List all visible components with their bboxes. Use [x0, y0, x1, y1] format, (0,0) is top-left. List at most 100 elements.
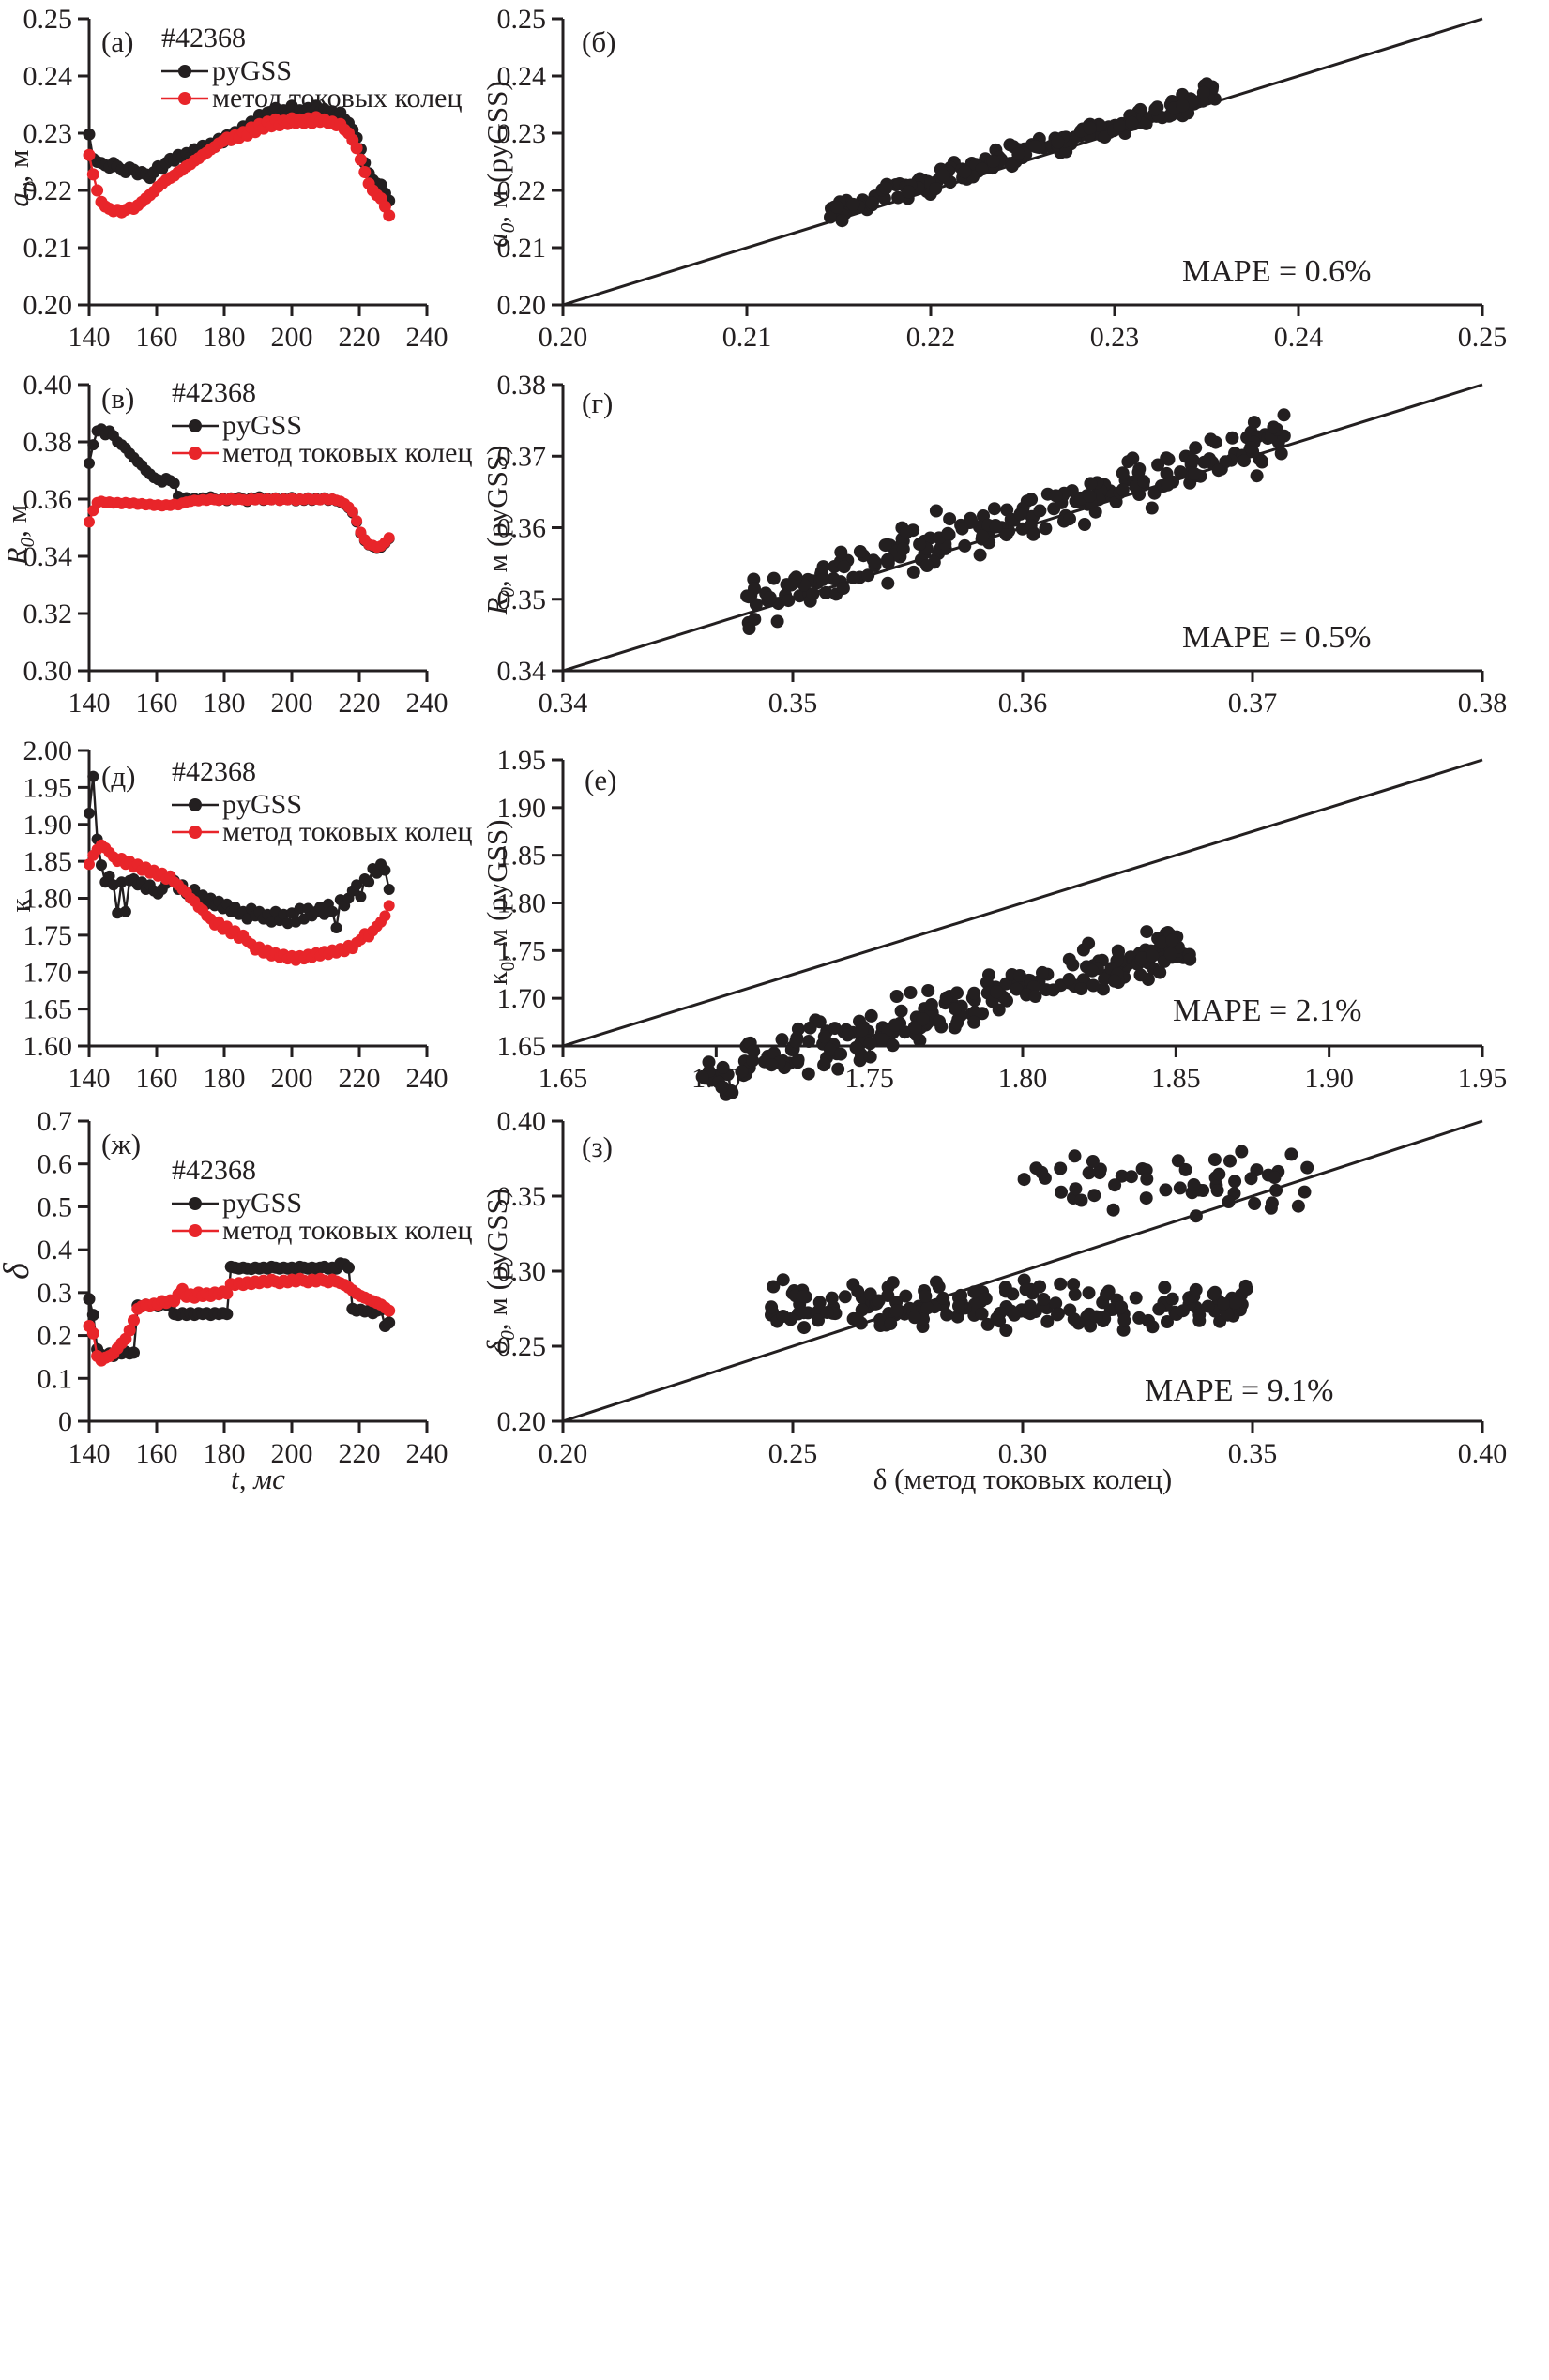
- panel-e-container: 1.65 1.70 1.75 1.80 1.85 1.90 1.95 1.65 1.70 1.7…: [480, 732, 1549, 1101]
- panel-z-mape: MAPE = 9.1%: [1145, 1373, 1333, 1408]
- panel-z-xlabel: δ (метод токовых колец): [873, 1463, 1172, 1495]
- panel-z-ylabel-sym: δ: [480, 1340, 513, 1354]
- panel-zh-plot: [83, 1257, 396, 1367]
- svg-text:0.5: 0.5: [38, 1191, 73, 1222]
- panel-g-ylabel: R0, м (pyGSS): [480, 446, 519, 616]
- svg-text:0.24: 0.24: [23, 61, 73, 92]
- panel-g-yticks: 0.34 0.35 0.36 0.37 0.38: [497, 370, 563, 687]
- svg-text:a0, м: a0, м: [2, 149, 40, 206]
- svg-text:0.35: 0.35: [1228, 1438, 1278, 1469]
- panel-d-tag: (д): [101, 760, 135, 793]
- svg-text:1.60: 1.60: [23, 1031, 73, 1062]
- svg-text:0.25: 0.25: [497, 1331, 547, 1362]
- svg-text:R0, м: R0, м: [0, 505, 38, 567]
- panel-a-legend: pyGSS метод токовых колец: [161, 55, 463, 114]
- svg-text:180: 180: [204, 688, 246, 719]
- svg-text:0.4: 0.4: [38, 1235, 73, 1266]
- panel-a-plot: [83, 99, 396, 222]
- panel-v-tag: (в): [101, 382, 134, 415]
- svg-text:0.38: 0.38: [1458, 688, 1508, 719]
- svg-text:1.65: 1.65: [539, 1063, 588, 1094]
- svg-text:0.37: 0.37: [497, 441, 547, 472]
- panel-b-container: 0.20 0.21 0.22 0.23 0.24 0.25 0.20 0.21 0.22 0.2…: [480, 0, 1549, 356]
- svg-text:0.25: 0.25: [497, 4, 547, 35]
- svg-text:0.24: 0.24: [1274, 322, 1324, 353]
- svg-text:1.65: 1.65: [497, 1031, 547, 1062]
- svg-text:0.20: 0.20: [539, 322, 588, 353]
- panel-zh-yticks: 0 0.1 0.2 0.3 0.4 0.5 0.6 0.7: [38, 1106, 89, 1437]
- panel-e-plot: [562, 758, 1483, 1101]
- panel-b-ylabel-sub: 0: [496, 222, 519, 233]
- svg-text:δ0, м (pyGSS): δ0, м (pyGSS): [480, 1189, 519, 1354]
- legend-label-rings-v: метод токовых колец: [222, 437, 473, 468]
- svg-text:1.90: 1.90: [497, 793, 547, 824]
- panel-b-xticks: 0.20 0.21 0.22 0.23 0.24 0.25: [539, 305, 1508, 353]
- panel-v-xticks: 140 160 180 200 220 240: [68, 671, 448, 719]
- svg-text:0.22: 0.22: [497, 175, 547, 206]
- panel-v-shot-label: #42368: [172, 377, 256, 408]
- svg-text:1.80: 1.80: [23, 884, 73, 915]
- svg-text:к0, м (pyGSS): к0, м (pyGSS): [480, 820, 519, 986]
- legend-label-rings-d: метод токовых колец: [222, 816, 473, 847]
- svg-text:0.37: 0.37: [1228, 688, 1278, 719]
- svg-text:0.25: 0.25: [23, 4, 73, 35]
- panel-e-ylabel: к0, м (pyGSS): [480, 820, 519, 986]
- panel-b-svg: 0.200.210.220.230.240.25 0.20 0.21 0.22 0.2…: [480, 4, 1508, 353]
- svg-text:160: 160: [136, 322, 178, 353]
- svg-text:180: 180: [204, 1063, 246, 1094]
- svg-text:160: 160: [136, 1438, 178, 1469]
- svg-text:a0, м (pyGSS): a0, м (pyGSS): [480, 81, 519, 247]
- svg-text:0.25: 0.25: [1458, 322, 1508, 353]
- panel-v-plot: [84, 423, 395, 554]
- panel-g-ylabel-unit: , м (pyGSS): [480, 446, 513, 587]
- panel-v-ylabel-sub: 0: [16, 537, 38, 547]
- svg-text:0.22: 0.22: [906, 322, 956, 353]
- svg-text:0.36: 0.36: [497, 513, 547, 544]
- panel-e-ylabel-unit: , м (pyGSS): [480, 820, 513, 962]
- panel-z-ylabel-sub: 0: [496, 1330, 519, 1341]
- svg-text:140: 140: [68, 1063, 111, 1094]
- panel-zh-ylabel: δ: [0, 1262, 37, 1280]
- panel-z-ylabel: δ0, м (pyGSS): [480, 1189, 519, 1354]
- panel-d-svg: 1.60 1.65 1.70 1.75 1.80 1.85 1.90 1.95 2.00 140…: [4, 735, 473, 1094]
- svg-text:0.35: 0.35: [768, 688, 818, 719]
- svg-text:0.36: 0.36: [23, 484, 73, 515]
- svg-text:1.70: 1.70: [497, 983, 547, 1014]
- svg-text:200: 200: [271, 1438, 313, 1469]
- panel-zh-legend: pyGSS метод токовых колец: [172, 1188, 473, 1246]
- svg-text:220: 220: [339, 1438, 381, 1469]
- svg-text:0.1: 0.1: [38, 1363, 73, 1394]
- svg-text:240: 240: [406, 322, 448, 353]
- panel-v-ylabel-unit: , м: [0, 505, 33, 538]
- svg-text:0.21: 0.21: [23, 233, 73, 264]
- svg-text:0.3: 0.3: [38, 1278, 73, 1309]
- svg-text:0.21: 0.21: [497, 233, 547, 264]
- legend-label-pygss-d: pyGSS: [222, 789, 302, 820]
- panel-v-container: 0.30 0.32 0.34 0.36 0.38 0.40 140 160 180 200 220…: [0, 366, 488, 722]
- svg-text:0: 0: [58, 1406, 72, 1437]
- panel-a-svg: 0.20 0.21 0.22 0.23 0.24 0.25 140 160 180 200 220…: [2, 4, 463, 353]
- panel-v-svg: 0.30 0.32 0.34 0.36 0.38 0.40 140 160 180 200 220…: [0, 370, 473, 719]
- panel-v-ylabel: R0, м: [0, 505, 38, 567]
- panel-b-tag: (б): [582, 25, 615, 58]
- svg-text:1.65: 1.65: [23, 994, 73, 1025]
- panel-g-ylabel-sub: 0: [496, 586, 519, 597]
- svg-text:1.70: 1.70: [23, 957, 73, 988]
- svg-text:0.22: 0.22: [23, 175, 73, 206]
- panel-d-shot-label: #42368: [172, 756, 256, 787]
- panel-zh-xlabel: t, мс: [231, 1463, 285, 1495]
- panel-z-plot: [562, 1119, 1483, 1423]
- panel-d-container: 1.60 1.65 1.70 1.75 1.80 1.85 1.90 1.95 2.00 140…: [0, 732, 488, 1098]
- panel-d-plot: [84, 770, 395, 966]
- panel-zh-container: 0 0.1 0.2 0.3 0.4 0.5 0.6 0.7 140 160 180 200 220 24…: [0, 1102, 488, 1496]
- svg-text:200: 200: [271, 322, 313, 353]
- svg-text:180: 180: [204, 1438, 246, 1469]
- panel-z-tag: (з): [582, 1130, 613, 1163]
- panel-g-xticks: 0.34 0.35 0.36 0.37 0.38: [539, 671, 1508, 719]
- svg-text:220: 220: [339, 322, 381, 353]
- svg-text:1.85: 1.85: [23, 846, 73, 877]
- panel-a-xticks: 140 160 180 200 220 240: [68, 305, 448, 353]
- svg-text:1.75: 1.75: [23, 920, 73, 951]
- panel-a-shot-label: #42368: [161, 23, 246, 53]
